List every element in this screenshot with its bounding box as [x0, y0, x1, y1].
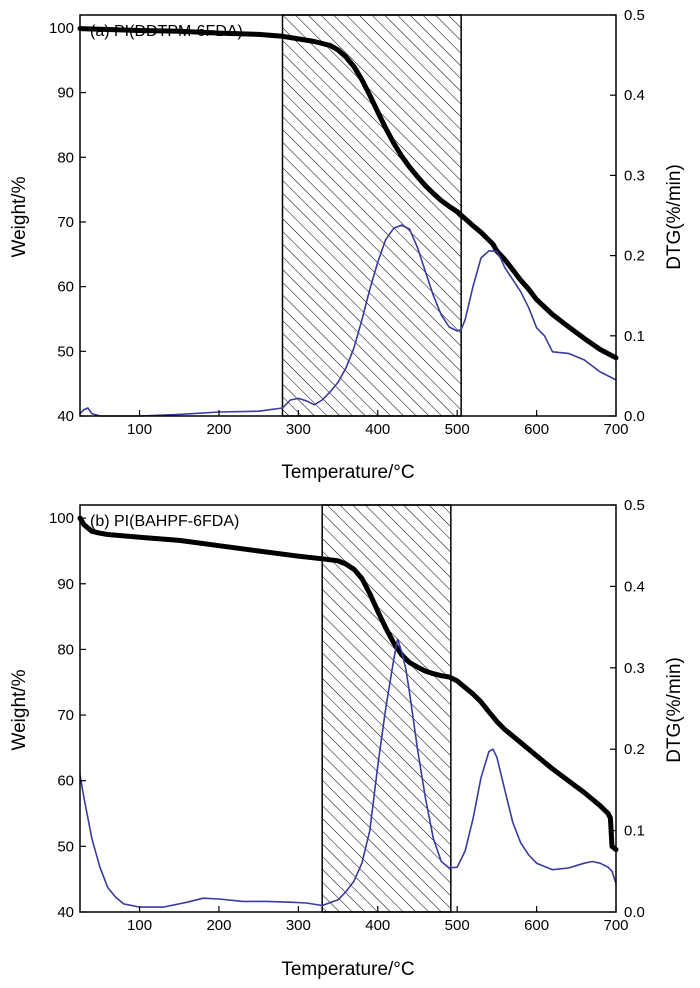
y2-tick-label: 0.0: [624, 408, 645, 425]
x-tick-label: 400: [365, 421, 390, 438]
y2-tick-label: 0.4: [624, 87, 645, 104]
chart-panel-b: 100 200 300 400 500 600 700 40 50 60 70 80 90 100 0.0 0…: [9, 497, 685, 980]
x-tick-label: 300: [286, 917, 311, 934]
y-tick-label: 80: [57, 149, 74, 166]
y2-tick-label: 0.5: [624, 7, 645, 24]
x-tick-label: 200: [206, 917, 231, 934]
x-tick-label: 200: [206, 421, 231, 438]
chart-panel-a: 100 200 300 400 500 600 700 40 50 60 70 80 90 100 0.0 0…: [9, 7, 685, 483]
y-tick-label: 40: [57, 408, 74, 425]
y2-axis-label-a: DTG(%/min): [664, 164, 685, 270]
y2-tick-label: 0.4: [624, 578, 645, 595]
y-tick-label: 100: [49, 20, 74, 37]
hatched-region-b: [321, 504, 452, 913]
y-axis-label-b: Weight/%: [9, 669, 30, 750]
y-tick-label: 100: [49, 510, 74, 527]
y2-tick-label: 0.1: [624, 328, 645, 345]
x-tick-label: 600: [524, 917, 549, 934]
x-tick-label: 700: [603, 917, 628, 934]
y2-tick-label: 0.3: [624, 167, 645, 184]
plot-frame-b: [79, 504, 617, 913]
x-axis-label-b: Temperature/°C: [281, 959, 414, 980]
x-tick-label: 300: [286, 421, 311, 438]
weight-curve-b: [77, 515, 619, 853]
y2-axis-label-b: DTG(%/min): [664, 657, 685, 763]
plot-lines-b: [77, 515, 619, 908]
x-axis-label-a: Temperature/°C: [281, 462, 414, 483]
y2-tick-label: 0.5: [624, 497, 645, 514]
y2-tick-label: 0.2: [624, 741, 645, 758]
x-tick-label: 500: [445, 917, 470, 934]
ticks-b: 100 200 300 400 500 600 700 40 50 60 70 80 90 100 0.0 0…: [49, 497, 645, 934]
y-tick-label: 60: [57, 279, 74, 296]
y-tick-label: 40: [57, 904, 74, 921]
panel-title-a: (a) PI(DDTPM-6FDA): [90, 23, 243, 40]
y-tick-label: 80: [57, 641, 74, 658]
x-tick-label: 500: [445, 421, 470, 438]
x-tick-label: 100: [127, 421, 152, 438]
y-tick-label: 50: [57, 838, 74, 855]
y-tick-label: 70: [57, 707, 74, 724]
plot-lines-a: [77, 26, 619, 417]
y-tick-label: 50: [57, 343, 74, 360]
y-tick-label: 70: [57, 214, 74, 231]
y2-tick-label: 0.0: [624, 904, 645, 921]
x-tick-label: 100: [127, 917, 152, 934]
hatched-region-a: [281, 14, 462, 417]
y2-tick-label: 0.2: [624, 248, 645, 265]
dtg-curve-a: [79, 224, 617, 417]
y-tick-label: 90: [57, 576, 74, 593]
y2-tick-label: 0.1: [624, 823, 645, 840]
dtg-curve-b: [79, 638, 617, 908]
plot-frame-a: [79, 14, 617, 417]
ticks-a: 100 200 300 400 500 600 700 40 50 60 70 80 90 100 0.0 0…: [49, 7, 645, 438]
x-tick-label: 700: [603, 421, 628, 438]
y-axis-label-a: Weight/%: [9, 176, 30, 257]
y-tick-label: 60: [57, 773, 74, 790]
y2-tick-label: 0.3: [624, 660, 645, 677]
y-tick-label: 90: [57, 85, 74, 102]
x-tick-label: 400: [365, 917, 390, 934]
panel-title-b: (b) PI(BAHPF-6FDA): [90, 513, 239, 530]
x-tick-label: 600: [524, 421, 549, 438]
weight-curve-a: [77, 26, 619, 361]
